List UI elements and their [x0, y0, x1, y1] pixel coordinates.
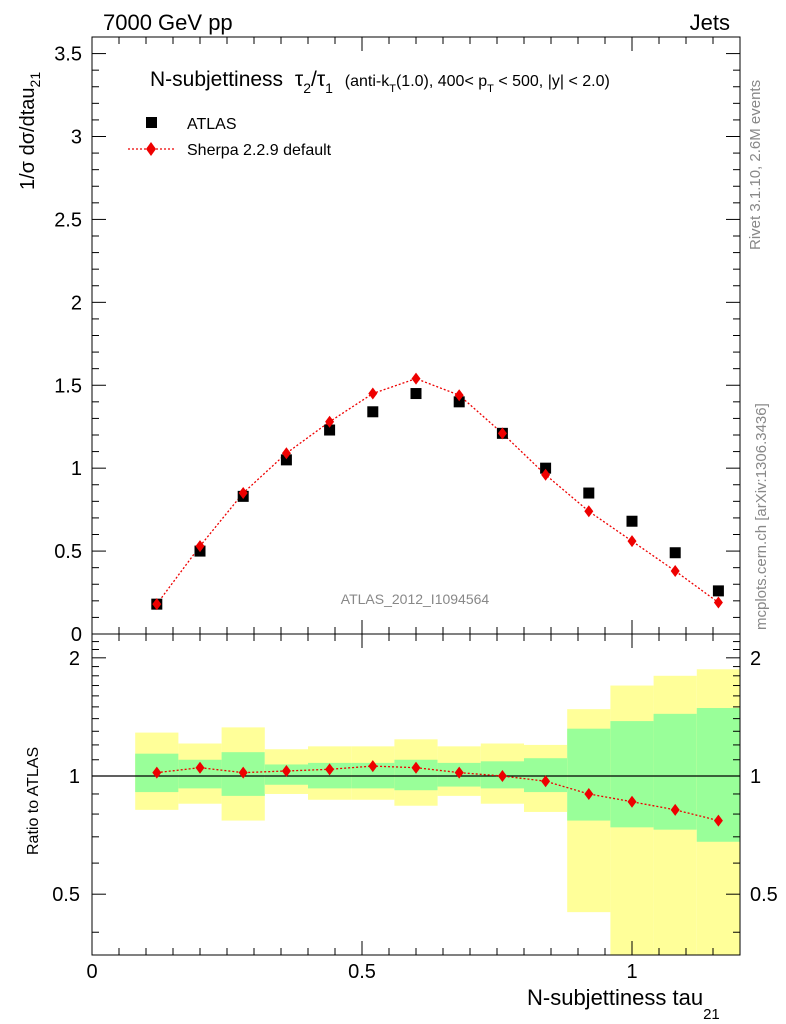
ratio-sherpa-point-6 [411, 761, 421, 774]
title-cond-sub-t2: T [487, 83, 494, 95]
atlas-point-6 [410, 388, 422, 400]
ratio-sherpa-point-0 [152, 766, 162, 779]
ratio-sherpa-point-2 [238, 766, 248, 779]
x-axis-label: N-subjettiness tau21 [527, 985, 720, 1023]
ratio-sherpa-line [156, 765, 719, 822]
atlas-point-3 [280, 454, 292, 466]
atlas-point-9 [540, 462, 552, 474]
atlas-point-5 [367, 406, 379, 418]
ratio-band-green-10 [567, 728, 611, 821]
ratio-sherpa-point-8 [497, 770, 507, 783]
atlas-point-4 [324, 424, 336, 436]
ratio-ytick-label-right-2: 2 [750, 648, 761, 670]
atlas-point-10 [583, 487, 595, 499]
data-marks [92, 372, 740, 827]
ratio-sherpa-point-10 [584, 787, 594, 800]
ratio-y-axis-label: Ratio to ATLAS [25, 747, 42, 855]
sherpa-point-5 [368, 387, 378, 400]
ratio-xtick-label-0: 0 [86, 961, 97, 983]
atlas-point-7 [453, 396, 465, 408]
sherpa-point-7 [454, 389, 464, 402]
legend-sherpa-label: Sherpa 2.2.9 default [187, 142, 332, 159]
main-ytick-label-6: 3.5 [54, 44, 82, 66]
main-ytick-label-1: 1 [71, 458, 82, 480]
title-sub2: 2 [303, 80, 311, 96]
ratio-band-green-11 [610, 721, 654, 828]
x-axis-label-sub: 21 [703, 1006, 720, 1023]
title-main: N-subjettiness [150, 68, 283, 91]
ratio-ytick-label-left-1: 1 [69, 766, 80, 788]
y-axis-label: 1/σ dσ/dtau21 [17, 72, 43, 190]
ratio-ytick-label-left-2: 2 [69, 648, 80, 670]
y-axis-label-sub: 21 [27, 72, 43, 88]
header-beam: 7000 GeV pp [103, 10, 233, 35]
sherpa-point-12 [670, 564, 680, 577]
rivet-version-label: Rivet 3.1.10, 2.6M events [747, 80, 764, 250]
plot-title: N-subjettiness τ2/τ1 (anti-kT(1.0), 400<… [150, 68, 610, 98]
sherpa-point-8 [497, 427, 507, 440]
atlas-point-13 [712, 585, 724, 597]
main-ytick-label-5: 3 [71, 127, 82, 149]
title-tau2: τ [295, 68, 304, 91]
sherpa-point-1 [195, 540, 205, 553]
atlas-point-12 [669, 547, 681, 559]
legend-atlas-marker [146, 117, 157, 128]
title-cond-sub-t: T [389, 83, 396, 95]
y-axis-label-main: 1/σ dσ/dtau [17, 87, 39, 190]
atlas-point-11 [626, 515, 638, 527]
ratio-sherpa-point-3 [281, 764, 291, 777]
ratio-sherpa-point-11 [627, 795, 637, 808]
main-ytick-label-0: 0.5 [54, 541, 82, 563]
axis-ticks: 0.511.522.533.500 0.5 10.5 0.51 12 2 [52, 36, 778, 983]
legend-atlas-label: ATLAS [187, 116, 237, 133]
title-tau1: τ [317, 68, 326, 91]
title-cond-a: (anti-k [345, 73, 390, 90]
main-ytick-label-4: 2.5 [54, 209, 82, 231]
main-ytick-label-2: 1.5 [54, 375, 82, 397]
sherpa-point-11 [627, 535, 637, 548]
sherpa-point-2 [238, 487, 248, 500]
title-cond-b: (1.0), 400< p [396, 73, 487, 90]
legend: ATLAS Sherpa 2.2.9 default [128, 116, 332, 159]
ratio-sherpa-point-4 [325, 763, 335, 776]
x-axis-label-main: N-subjettiness tau [527, 985, 703, 1010]
ratio-sherpa-point-5 [368, 760, 378, 773]
main-ytick-label-3: 2 [71, 292, 82, 314]
title-cond-c: < 500, |y| < 2.0) [494, 73, 610, 90]
sherpa-point-0 [152, 598, 162, 611]
ratio-sherpa-point-9 [541, 775, 551, 788]
sherpa-point-3 [281, 447, 291, 460]
sherpa-point-13 [713, 596, 723, 609]
sherpa-point-10 [584, 505, 594, 518]
ratio-ytick-label-left-0: 0.5 [52, 884, 80, 906]
title-slash: / [311, 68, 317, 91]
ratio-sherpa-point-7 [454, 766, 464, 779]
header-process: Jets [690, 10, 730, 35]
ratio-xtick-label-2: 1 [626, 961, 637, 983]
mcplots-label: mcplots.cern.ch [arXiv:1306.3436] [753, 403, 770, 630]
ratio-uncertainty-bands [135, 669, 740, 955]
ratio-sherpa-point-1 [195, 761, 205, 774]
ratio-ytick-label-right-1: 1 [750, 766, 761, 788]
ratio-xtick-label-1: 0.5 [348, 961, 376, 983]
sherpa-point-9 [541, 468, 551, 481]
ratio-sherpa-point-13 [713, 814, 723, 827]
ratio-sherpa-point-12 [670, 803, 680, 816]
analysis-id: ATLAS_2012_I1094564 [341, 591, 490, 607]
sherpa-point-6 [411, 372, 421, 385]
sherpa-line [156, 377, 719, 605]
main-ytick-label-zero: 0 [71, 624, 82, 646]
ratio-ytick-label-right-0: 0.5 [750, 884, 778, 906]
title-sub1: 1 [325, 80, 333, 96]
legend-sherpa-marker [146, 142, 156, 156]
sherpa-point-4 [325, 415, 335, 428]
